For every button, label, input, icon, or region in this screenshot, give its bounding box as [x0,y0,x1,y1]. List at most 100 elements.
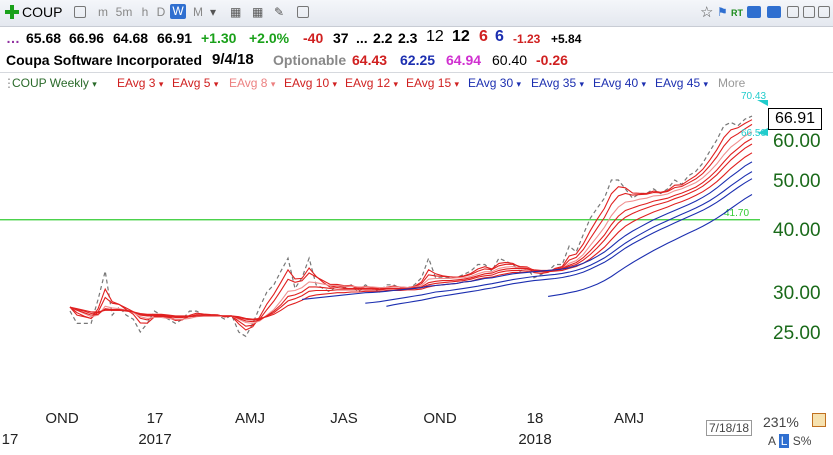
quote-v5: 12 [426,28,444,45]
legend-more-button[interactable]: More [718,76,746,90]
legend-item-eavg-5[interactable]: EAvg 5 ▾ [172,76,219,90]
flag-icon[interactable]: ⚑ [717,5,728,19]
note-icon[interactable] [297,6,309,18]
quote-v1: -40 [303,30,324,46]
zoom-percent[interactable]: 231% [763,414,799,430]
annotation-low: 66.50 [741,128,766,139]
legend-item-eavg-30[interactable]: EAvg 30 ▾ [468,76,522,90]
legend-drag-icon[interactable]: ⋮ [3,76,15,90]
quote-v10: +5.84 [551,32,582,46]
ema-line-3 [69,131,753,324]
y-tick-label-1: 30.00 [773,283,821,304]
grid-icon[interactable]: ▦ [252,5,264,19]
x-tick-label-4: OND [423,410,457,427]
quote-v7: 6 [479,28,488,45]
ema-line-1 [69,119,753,331]
window-icon[interactable] [767,6,781,18]
x-tick-label-6: AMJ [614,410,644,427]
x-year-label-0: 17 [2,431,19,448]
quote-high: 66.96 [69,30,105,46]
rt-badge[interactable]: RT [731,8,743,18]
x-tick-label-1: 17 [147,410,164,427]
legend-item-eavg-15[interactable]: EAvg 15 ▾ [406,76,460,90]
hline-label: 41.70 [724,208,749,219]
star-icon[interactable]: ☆ [700,4,714,21]
edit-icon[interactable] [812,413,826,427]
y-tick-label-2: 40.00 [773,220,821,241]
toolbar: COUP m 5m h D W M ▾ ▦ ▦ ✎ ☆ ⚑ RT [0,0,833,27]
info-p5: -0.26 [536,52,568,68]
legend-item-eavg-12[interactable]: EAvg 12 ▾ [345,76,399,90]
save-icon[interactable] [787,6,799,18]
quote-close: 66.91 [157,30,193,46]
ema-line-5 [69,143,753,321]
quote-v8: 6 [495,28,504,45]
y-tick-label-4: 60.00 [773,131,821,152]
chart-type-icon[interactable] [74,6,86,18]
x-tick-label-5: 18 [527,410,544,427]
annotation-high: 70.43 [741,92,766,102]
quote-open: 65.68 [26,30,62,46]
period-m-button[interactable]: m [98,5,108,19]
quote-change-pct: +2.0% [249,30,290,46]
period-m-monthly-button[interactable]: M [193,5,203,19]
price-chart-svg: 41.70 25.00 30.00 40.00 50.00 60.00 70.43 66.50… [0,91,821,448]
scale-controls[interactable]: A L S% [768,434,812,448]
x-tick-label-3: JAS [330,410,358,427]
period-w-button[interactable]: W [170,4,186,19]
minimize-icon[interactable] [803,6,815,18]
quote-date: 9/4/18 [212,51,254,68]
period-5m-button[interactable]: 5m [115,5,133,19]
ema-line-8 [365,171,753,304]
price-line [69,115,753,338]
symbol-input[interactable]: COUP [22,4,63,20]
ema-line-2 [69,123,753,327]
quote-row: … 65.68 66.96 64.68 66.91 +1.30 +2.0% -4… [0,28,833,48]
maximize-icon[interactable] [818,6,830,18]
y-tick-label-0: 25.00 [773,323,821,344]
pencil-icon[interactable]: ✎ [274,5,285,19]
period-h-button[interactable]: h [141,5,149,19]
chevron-down-icon[interactable]: ▾ [210,5,217,19]
legend-item-eavg-45[interactable]: EAvg 45 ▾ [655,76,709,90]
optionable-label: Optionable [273,52,347,68]
x-tick-label-2: AMJ [235,410,265,427]
price-chart[interactable]: 41.70 25.00 30.00 40.00 50.00 60.00 70.43 66.50… [0,91,833,452]
info-p2: 62.25 [400,52,436,68]
quote-ellipsis: ... [356,30,368,46]
quote-v9: -1.23 [513,32,541,46]
info-p1: 64.43 [352,52,388,68]
ema-line-6 [69,152,753,320]
quote-v3: 2.2 [373,30,393,46]
info-p4: 60.40 [492,52,528,68]
bar-chart-icon[interactable]: ▦ [230,5,242,19]
link-icon[interactable] [747,6,761,18]
date-box[interactable]: 7/18/18 [706,420,753,436]
legend-row: ⋮ COUP Weekly ▾ EAvg 3 ▾ EAvg 5 ▾ EAvg 8… [0,72,833,93]
x-year-label-2: 2018 [518,431,551,448]
period-d-button[interactable]: D [156,5,166,19]
y-tick-label-3: 50.00 [773,171,821,192]
legend-item-eavg-35[interactable]: EAvg 35 ▾ [531,76,585,90]
legend-item-eavg-3[interactable]: EAvg 3 ▾ [117,76,164,90]
ema-line-9 [386,178,753,307]
add-plus-icon[interactable] [5,5,19,19]
quote-change: +1.30 [201,30,237,46]
info-row: Coupa Software Incorporated 9/4/18 Optio… [0,50,833,72]
annotation-low-marker [757,128,768,136]
x-tick-label-0: OND [45,410,79,427]
legend-item-eavg-40[interactable]: EAvg 40 ▾ [593,76,647,90]
quote-v4: 2.3 [398,30,418,46]
annotation-high-marker [757,100,768,106]
quote-v6: 12 [452,28,470,45]
legend-item-eavg-8[interactable]: EAvg 8 ▾ [229,76,276,90]
quote-v2: 37 [333,30,349,46]
legend-item-coup-weekly[interactable]: COUP Weekly ▾ [12,76,97,90]
quote-low: 64.68 [113,30,149,46]
legend-item-eavg-10[interactable]: EAvg 10 ▾ [284,76,338,90]
x-year-label-1: 2017 [138,431,171,448]
last-price-box: 66.91 [768,108,822,130]
ema-line-7 [301,161,753,300]
ema-line-10 [548,194,753,297]
quote-dots-icon: … [6,30,20,46]
